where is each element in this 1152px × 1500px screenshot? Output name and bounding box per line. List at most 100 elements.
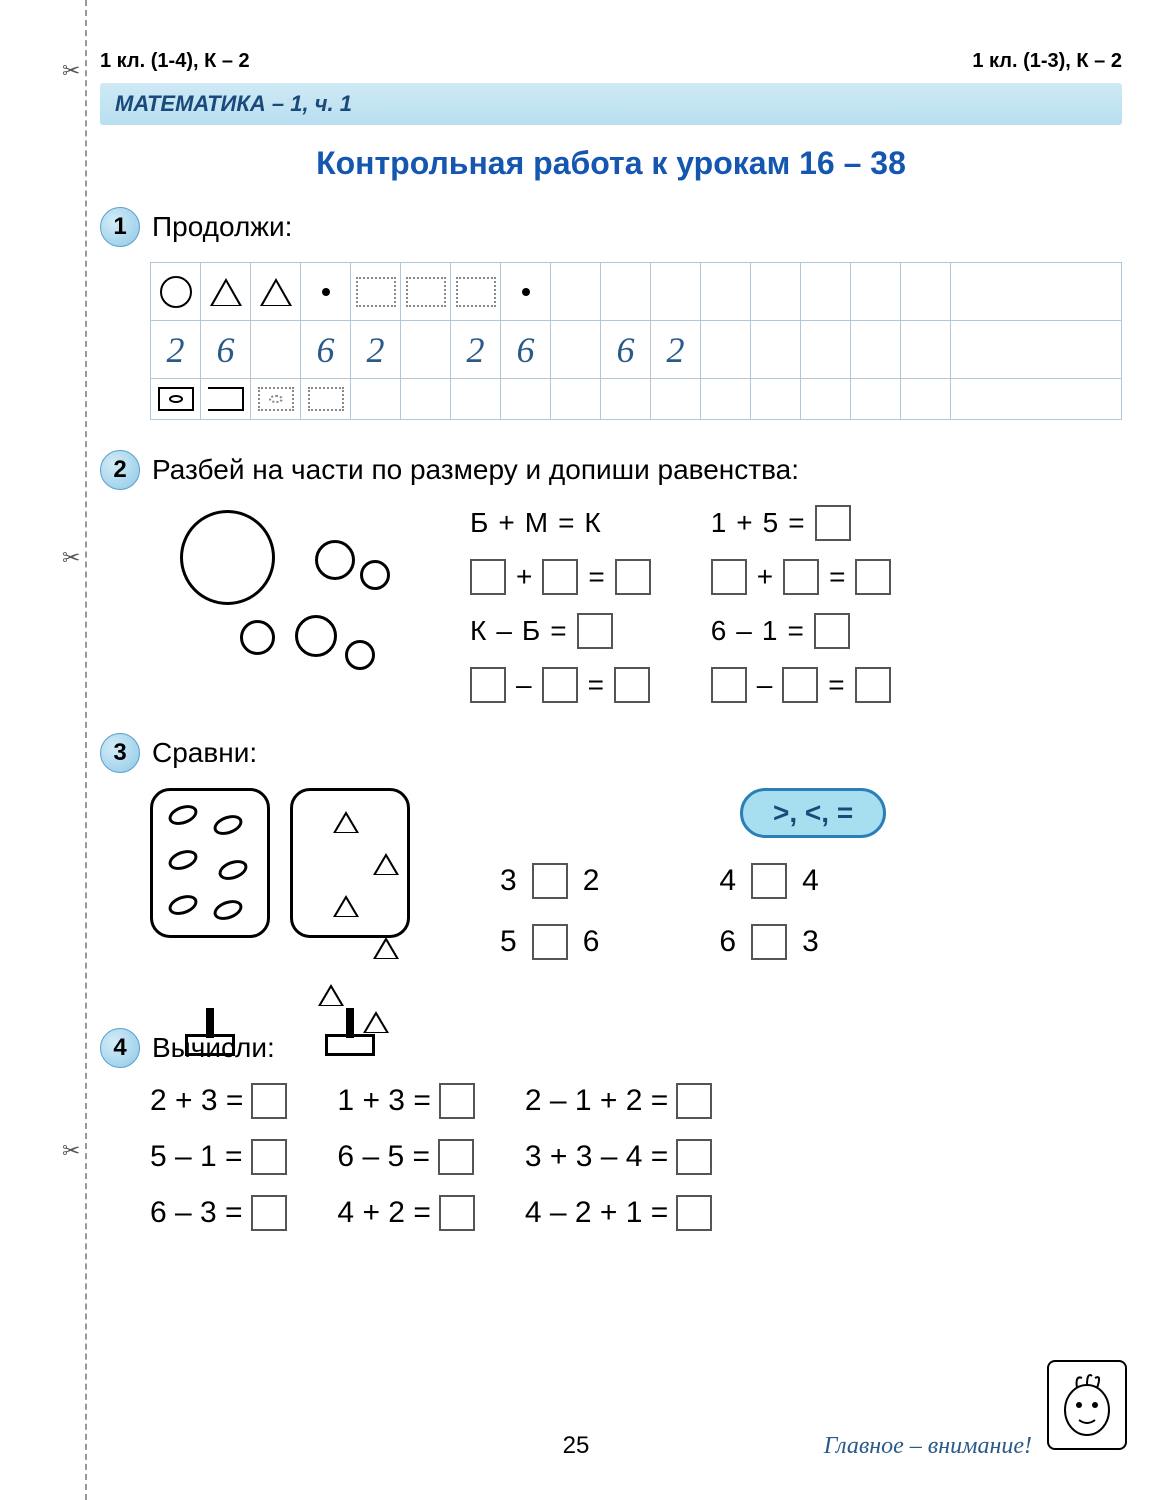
answer-box[interactable] <box>711 667 747 703</box>
grid-cell[interactable] <box>501 379 551 419</box>
answer-box[interactable] <box>439 1195 475 1231</box>
answer-box[interactable] <box>542 559 578 595</box>
grid-cell[interactable] <box>951 379 1001 419</box>
calc-line[interactable]: 6 – 5 = <box>337 1139 474 1175</box>
grid-cell[interactable] <box>701 321 751 378</box>
answer-box[interactable] <box>470 559 506 595</box>
compare-line[interactable]: 63 <box>719 924 818 960</box>
compare-line[interactable]: 44 <box>719 863 818 899</box>
compare-line[interactable]: 56 <box>500 924 599 960</box>
calc-line[interactable]: 4 + 2 = <box>337 1195 474 1231</box>
grid-cell[interactable] <box>601 379 651 419</box>
answer-box[interactable] <box>470 667 506 703</box>
equation-line[interactable]: += <box>470 559 651 595</box>
answer-box[interactable] <box>615 559 651 595</box>
grid-cell[interactable] <box>851 379 901 419</box>
grid-cell[interactable] <box>851 263 901 320</box>
answer-box[interactable] <box>751 863 787 899</box>
equation-line[interactable]: 1+5= <box>711 505 892 541</box>
calc-line[interactable]: 4 – 2 + 1 = <box>525 1195 712 1231</box>
grid-cell[interactable] <box>451 379 501 419</box>
grid-cell[interactable] <box>301 379 351 419</box>
equation-line[interactable]: К–Б= <box>470 613 651 649</box>
equation-line[interactable]: –= <box>470 667 651 703</box>
grid-cell[interactable] <box>951 263 1001 320</box>
grid-cell[interactable] <box>751 379 801 419</box>
pattern-grid[interactable]: 26622662 <box>150 262 1122 420</box>
grid-cell[interactable] <box>151 379 201 419</box>
calc-line[interactable]: 3 + 3 – 4 = <box>525 1139 712 1175</box>
answer-box[interactable] <box>532 863 568 899</box>
answer-box[interactable] <box>251 1195 287 1231</box>
answer-box[interactable] <box>855 559 891 595</box>
grid-cell[interactable] <box>451 263 501 320</box>
grid-cell[interactable]: 2 <box>351 321 401 378</box>
grid-cell[interactable] <box>151 263 201 320</box>
equation-line[interactable]: += <box>711 559 892 595</box>
equation-line[interactable]: 6–1= <box>711 613 892 649</box>
grid-cell[interactable] <box>401 321 451 378</box>
grid-cell[interactable] <box>901 263 951 320</box>
calc-area[interactable]: 2 + 3 =5 – 1 =6 – 3 = 1 + 3 =6 – 5 =4 + … <box>150 1083 1122 1231</box>
grid-cell[interactable] <box>201 263 251 320</box>
answer-box[interactable] <box>614 667 650 703</box>
equation-line[interactable]: –= <box>711 667 892 703</box>
grid-cell[interactable] <box>351 379 401 419</box>
grid-cell[interactable] <box>351 263 401 320</box>
calc-line[interactable]: 1 + 3 = <box>337 1083 474 1119</box>
answer-box[interactable] <box>815 505 851 541</box>
equations-area[interactable]: Б+М=К += К–Б= –= 1+5= += 6–1= –= <box>470 505 891 703</box>
grid-cell[interactable] <box>301 263 351 320</box>
grid-cell[interactable] <box>901 379 951 419</box>
answer-box[interactable] <box>439 1083 475 1119</box>
grid-cell[interactable] <box>801 263 851 320</box>
answer-box[interactable] <box>532 924 568 960</box>
grid-cell[interactable] <box>751 321 801 378</box>
grid-cell[interactable] <box>801 379 851 419</box>
grid-cell[interactable] <box>401 379 451 419</box>
grid-cell[interactable] <box>851 321 901 378</box>
grid-cell[interactable] <box>201 379 251 419</box>
compare-line[interactable]: 32 <box>500 863 599 899</box>
answer-box[interactable] <box>438 1139 474 1175</box>
answer-box[interactable] <box>251 1139 287 1175</box>
grid-cell[interactable] <box>601 263 651 320</box>
calc-line[interactable]: 2 – 1 + 2 = <box>525 1083 712 1119</box>
answer-box[interactable] <box>751 924 787 960</box>
answer-box[interactable] <box>542 667 578 703</box>
grid-cell[interactable] <box>951 321 1001 378</box>
grid-cell[interactable] <box>551 263 601 320</box>
grid-cell[interactable] <box>401 263 451 320</box>
grid-cell[interactable] <box>251 379 301 419</box>
answer-box[interactable] <box>711 559 747 595</box>
grid-cell[interactable] <box>251 263 301 320</box>
grid-cell[interactable]: 2 <box>151 321 201 378</box>
grid-cell[interactable]: 6 <box>601 321 651 378</box>
grid-cell[interactable] <box>901 321 951 378</box>
grid-cell[interactable] <box>501 263 551 320</box>
answer-box[interactable] <box>676 1139 712 1175</box>
grid-cell[interactable]: 6 <box>301 321 351 378</box>
answer-box[interactable] <box>855 667 891 703</box>
grid-cell[interactable] <box>551 379 601 419</box>
answer-box[interactable] <box>814 613 850 649</box>
grid-cell[interactable] <box>251 321 301 378</box>
answer-box[interactable] <box>251 1083 287 1119</box>
grid-cell[interactable] <box>651 263 701 320</box>
grid-cell[interactable]: 6 <box>501 321 551 378</box>
answer-box[interactable] <box>577 613 613 649</box>
calc-line[interactable]: 6 – 3 = <box>150 1195 287 1231</box>
compare-rows[interactable]: 32 56 44 63 <box>500 863 1122 960</box>
grid-cell[interactable] <box>651 379 701 419</box>
calc-line[interactable]: 5 – 1 = <box>150 1139 287 1175</box>
grid-cell[interactable]: 2 <box>451 321 501 378</box>
grid-cell[interactable] <box>551 321 601 378</box>
grid-cell[interactable] <box>701 263 751 320</box>
grid-cell[interactable] <box>801 321 851 378</box>
answer-box[interactable] <box>676 1083 712 1119</box>
answer-box[interactable] <box>783 559 819 595</box>
equation-line[interactable]: Б+М=К <box>470 505 651 541</box>
answer-box[interactable] <box>782 667 818 703</box>
grid-cell[interactable]: 6 <box>201 321 251 378</box>
grid-cell[interactable] <box>751 263 801 320</box>
